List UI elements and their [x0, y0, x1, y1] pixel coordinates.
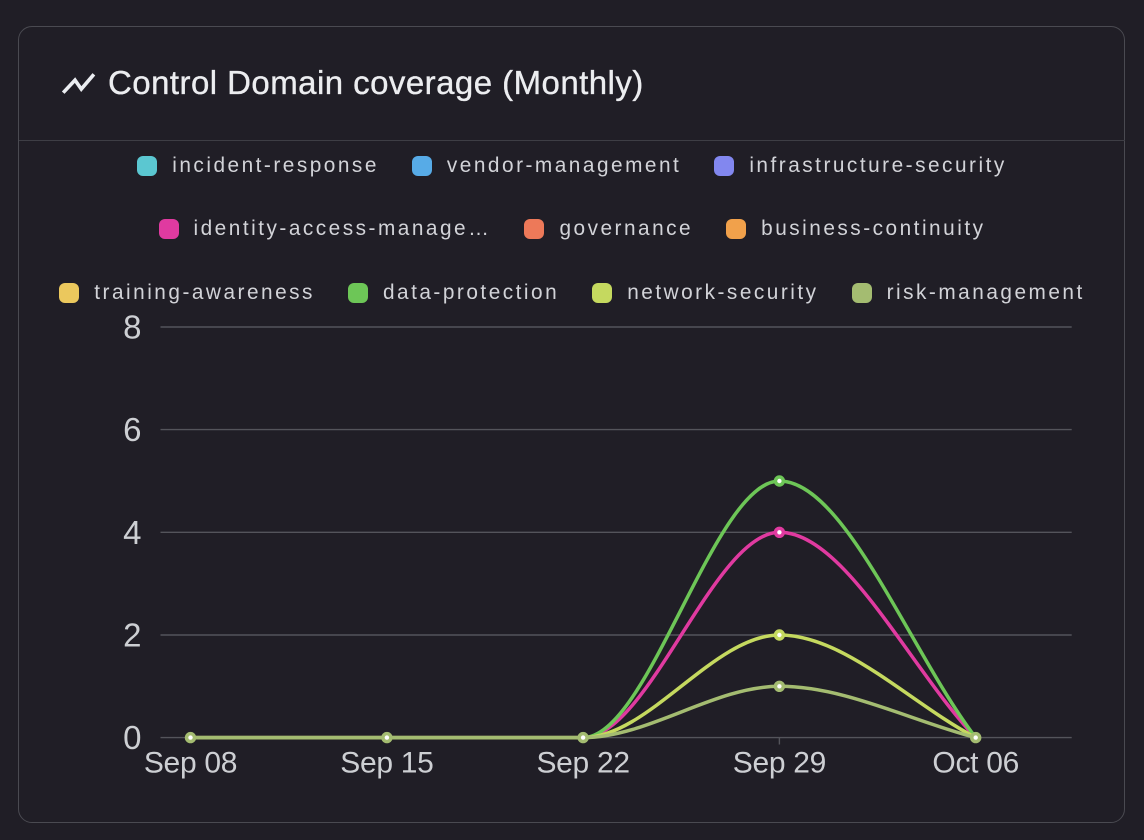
svg-text:Oct 06: Oct 06: [932, 747, 1019, 780]
svg-text:2: 2: [123, 617, 141, 654]
svg-text:0: 0: [123, 719, 141, 756]
svg-text:Sep 08: Sep 08: [144, 747, 237, 780]
svg-text:Sep 29: Sep 29: [733, 747, 826, 780]
svg-text:Sep 22: Sep 22: [536, 747, 629, 780]
svg-text:4: 4: [123, 514, 141, 551]
svg-text:6: 6: [123, 411, 141, 448]
svg-text:8: 8: [123, 309, 141, 346]
svg-text:Sep 15: Sep 15: [340, 747, 433, 780]
